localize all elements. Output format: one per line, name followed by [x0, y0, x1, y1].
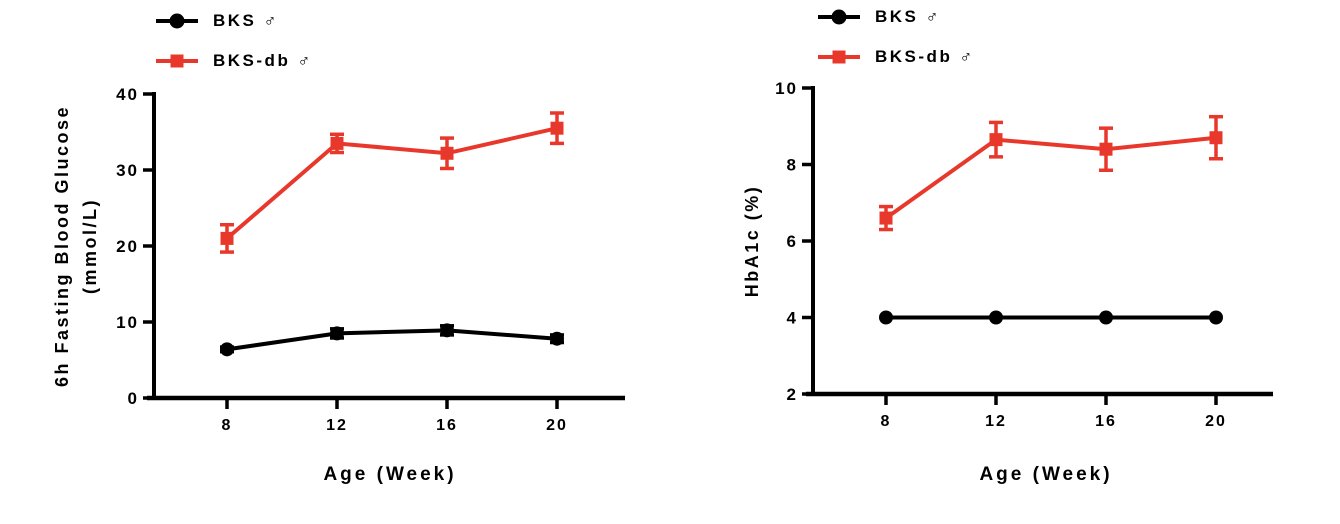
- y-axis-title-left-line2: (mmol/L): [80, 198, 100, 294]
- y-tick-label: 4: [787, 309, 798, 328]
- legend-left: BKS ♂ BKS-db ♂: [156, 10, 313, 72]
- y-axis-title-left: 6h Fasting Blood Glucose (mmol/L): [48, 105, 104, 387]
- x-tick-label: 16: [1095, 413, 1117, 430]
- data-point-square: [1209, 131, 1223, 145]
- data-point-square: [440, 146, 454, 160]
- legend-label-bks-db: BKS-db ♂: [213, 51, 313, 70]
- legend-marker-bks: [818, 9, 860, 25]
- x-axis-title-left: Age (Week): [323, 464, 457, 485]
- legend-label-bks-db: BKS-db ♂: [875, 47, 975, 66]
- x-tick-label: 8: [881, 413, 892, 430]
- legend-marker-bks-db: [156, 53, 198, 69]
- data-point-circle: [1209, 310, 1223, 325]
- data-point-square: [879, 211, 893, 225]
- y-axis-title-left-line1: 6h Fasting Blood Glucose: [52, 104, 72, 388]
- y-axis-title-right: HbA1c (%): [738, 185, 766, 298]
- series-line: [225, 126, 558, 240]
- y-tick-label: 20: [116, 237, 139, 256]
- legend-marker-bks: [156, 13, 198, 29]
- data-point-circle: [989, 310, 1003, 325]
- legend-item-bks: BKS ♂: [156, 10, 313, 32]
- data-point-circle: [440, 323, 454, 338]
- legend-right: BKS ♂ BKS-db ♂: [818, 6, 975, 68]
- legend-item-bks-db: BKS-db ♂: [818, 46, 975, 68]
- x-axis-title-right: Age (Week): [979, 464, 1113, 485]
- data-point-circle: [879, 310, 893, 325]
- y-tick-label: 8: [787, 156, 798, 175]
- circle-marker-icon: [169, 13, 185, 29]
- chart-right: 2 4 6 8 10 8 12 16 20: [775, 79, 1273, 430]
- data-point-square: [220, 231, 234, 245]
- y-tick-label: 10: [116, 313, 139, 332]
- data-point-circle: [330, 326, 344, 341]
- data-point-circle: [1099, 310, 1113, 325]
- y-tick-label: 30: [116, 161, 139, 180]
- y-axis-title-right-line1: HbA1c (%): [742, 184, 762, 298]
- data-point-circle: [550, 331, 564, 346]
- y-tick-label: 2: [787, 385, 798, 404]
- x-tick-label: 20: [546, 417, 568, 434]
- square-marker-icon: [832, 50, 846, 64]
- x-tick-label: 16: [436, 417, 458, 434]
- data-point-square: [330, 136, 344, 150]
- square-marker-icon: [170, 54, 184, 68]
- y-tick-label: 40: [116, 85, 139, 104]
- data-point-circle: [220, 342, 234, 357]
- data-point-square: [550, 121, 564, 135]
- circle-marker-icon: [831, 9, 847, 25]
- legend-label-bks: BKS ♂: [213, 11, 279, 30]
- x-tick-label: 12: [326, 417, 348, 434]
- y-tick-label: 10: [775, 79, 798, 98]
- x-tick-label: 8: [222, 417, 233, 434]
- y-tick-label: 6: [787, 232, 798, 251]
- series-line: [884, 135, 1217, 220]
- series-line: [226, 328, 558, 352]
- chart-left: 0 10 20 30 40 8 12 16 20: [116, 85, 625, 434]
- legend-marker-bks-db: [818, 49, 860, 65]
- y-tick-label: 0: [128, 389, 139, 408]
- legend-label-bks: BKS ♂: [875, 7, 941, 26]
- data-point-square: [1099, 142, 1113, 156]
- x-tick-label: 12: [985, 413, 1007, 430]
- x-tick-label: 20: [1205, 413, 1227, 430]
- data-point-square: [989, 133, 1003, 147]
- legend-item-bks: BKS ♂: [818, 6, 975, 28]
- legend-item-bks-db: BKS-db ♂: [156, 50, 313, 72]
